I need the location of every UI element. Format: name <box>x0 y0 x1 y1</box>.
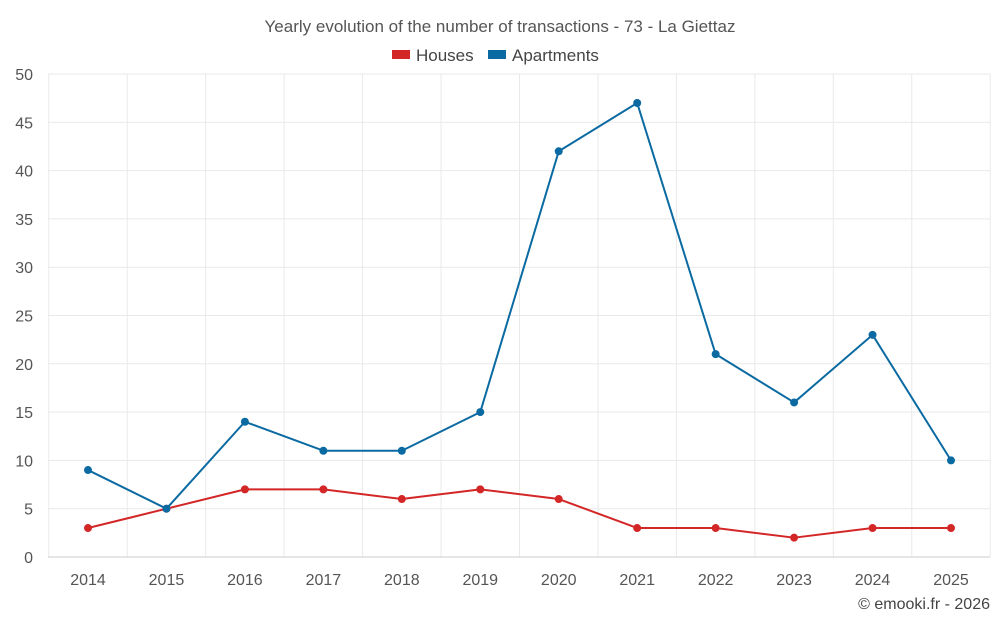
x-tick-label: 2014 <box>70 572 106 589</box>
legend-item-apartments[interactable]: Apartments <box>488 46 599 65</box>
data-point-apartments[interactable] <box>319 446 328 455</box>
y-tick-label: 50 <box>15 67 33 84</box>
data-point-apartments[interactable] <box>554 147 563 156</box>
x-tick-label: 2018 <box>384 572 420 589</box>
data-point-apartments[interactable] <box>633 98 642 107</box>
data-point-apartments[interactable] <box>790 398 799 407</box>
x-tick-label: 2019 <box>462 572 498 589</box>
data-point-houses[interactable] <box>240 485 249 494</box>
y-tick-label: 10 <box>15 453 33 470</box>
y-tick-label: 25 <box>15 309 33 326</box>
x-tick-label: 2016 <box>227 572 263 589</box>
series-houses <box>84 485 955 542</box>
x-tick-label: 2023 <box>776 572 812 589</box>
y-tick-label: 0 <box>24 550 33 567</box>
legend-label-apartments: Apartments <box>512 46 599 65</box>
y-tick-label: 30 <box>15 260 33 277</box>
data-point-apartments[interactable] <box>476 408 485 417</box>
data-point-apartments[interactable] <box>240 417 249 426</box>
y-tick-label: 20 <box>15 357 33 374</box>
x-tick-label: 2025 <box>933 572 969 589</box>
credit-text: © emooki.fr - 2026 <box>858 596 990 613</box>
series-line-apartments <box>87 101 952 510</box>
legend-swatch-houses <box>392 50 410 59</box>
data-point-apartments[interactable] <box>868 330 877 339</box>
data-point-houses[interactable] <box>947 524 955 533</box>
y-tick-label: 15 <box>15 405 33 422</box>
data-point-apartments[interactable] <box>947 456 955 465</box>
data-point-apartments[interactable] <box>84 466 92 475</box>
x-tick-label: 2022 <box>698 572 734 589</box>
x-tick-label: 2017 <box>306 572 342 589</box>
legend: Houses Apartments <box>392 46 599 65</box>
series-apartments <box>84 98 955 513</box>
data-point-houses[interactable] <box>790 533 799 542</box>
data-point-houses[interactable] <box>554 495 563 504</box>
series-line-houses <box>87 488 951 539</box>
data-point-houses[interactable] <box>633 524 642 533</box>
series <box>84 98 955 542</box>
x-tick-label: 2024 <box>855 572 891 589</box>
data-point-houses[interactable] <box>319 485 328 494</box>
x-tick-label: 2020 <box>541 572 577 589</box>
x-tick-label: 2021 <box>619 572 655 589</box>
data-point-houses[interactable] <box>84 524 92 533</box>
y-tick-label: 40 <box>15 164 33 181</box>
data-point-houses[interactable] <box>476 485 485 494</box>
y-tick-label: 35 <box>15 212 33 229</box>
data-point-apartments[interactable] <box>162 504 171 513</box>
chart-title: Yearly evolution of the number of transa… <box>265 17 736 36</box>
data-point-apartments[interactable] <box>397 446 406 455</box>
legend-swatch-apartments <box>488 50 506 59</box>
data-point-houses[interactable] <box>397 495 406 504</box>
legend-label-houses: Houses <box>416 46 474 65</box>
data-point-houses[interactable] <box>868 524 877 533</box>
data-point-apartments[interactable] <box>711 350 720 359</box>
y-tick-label: 45 <box>15 115 33 132</box>
y-tick-label: 5 <box>24 502 33 519</box>
x-tick-label: 2015 <box>149 572 185 589</box>
legend-item-houses[interactable]: Houses <box>392 46 474 65</box>
data-point-houses[interactable] <box>711 524 720 533</box>
grid <box>48 73 991 557</box>
